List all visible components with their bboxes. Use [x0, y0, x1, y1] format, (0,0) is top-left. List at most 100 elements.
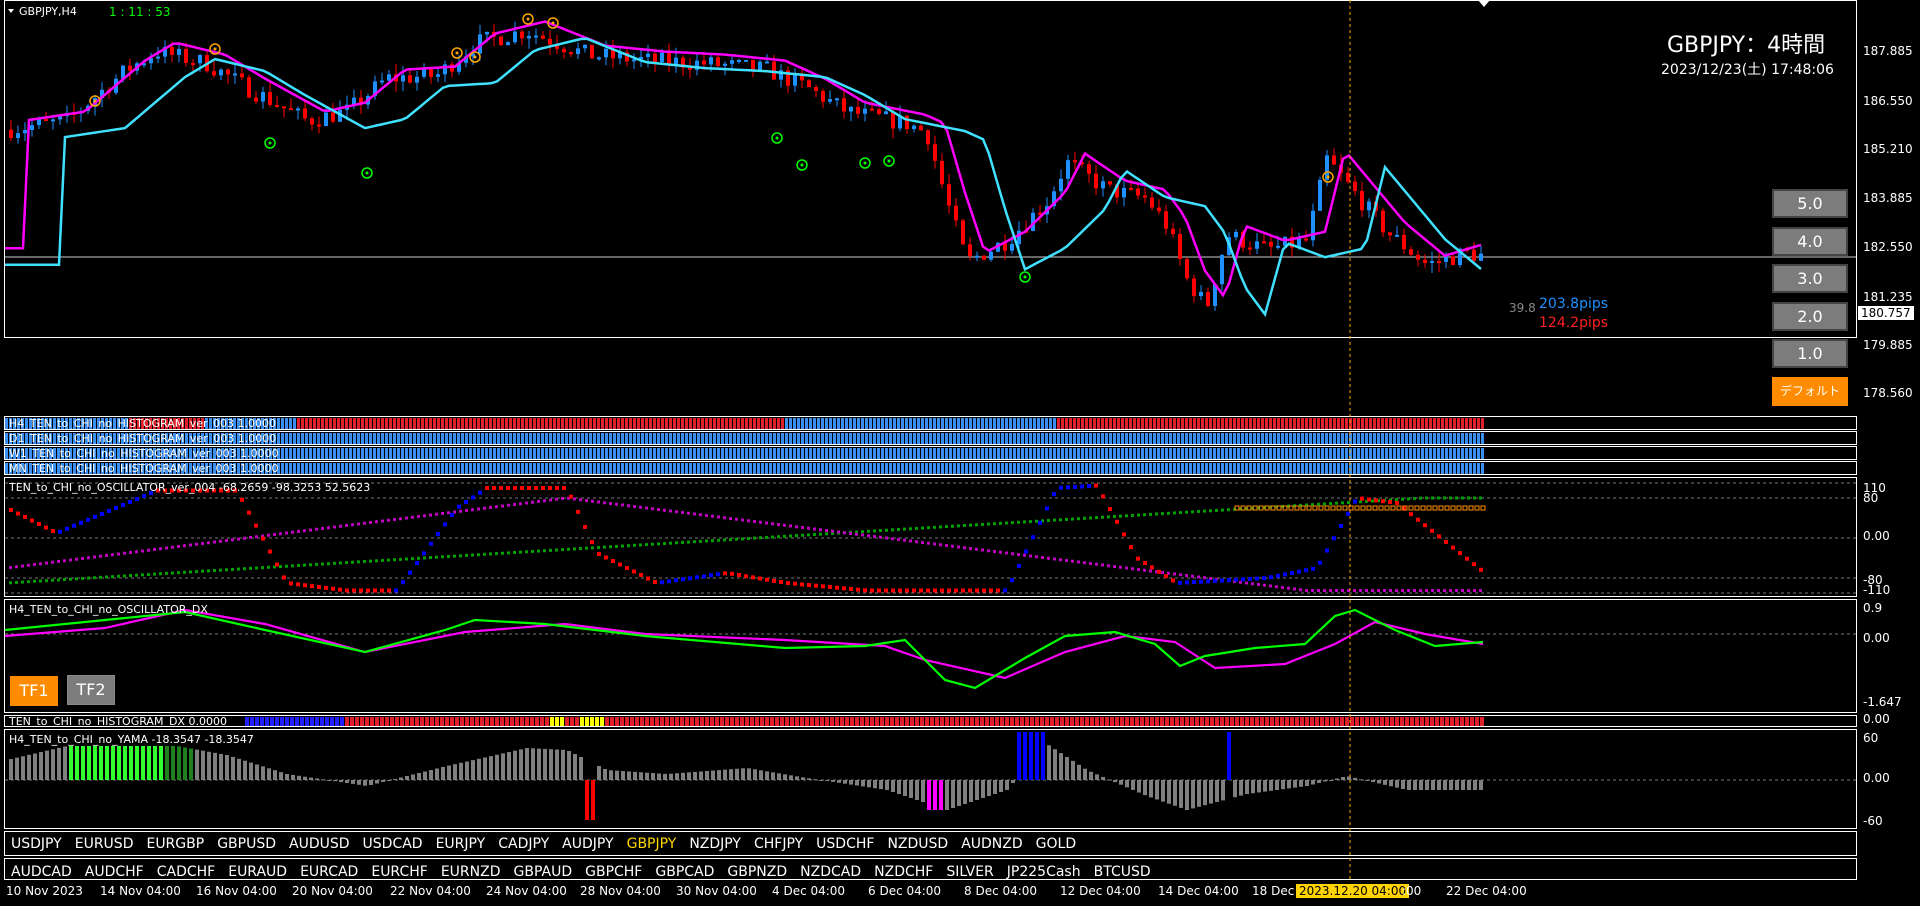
price-tick: 187.885 — [1863, 44, 1913, 58]
symbol-label: GBPJPY,H4 — [19, 5, 77, 18]
date-tick: 28 Nov 04:00 — [580, 884, 661, 898]
cursor-date-tag: 2023.12.20 04:00 — [1296, 884, 1410, 898]
yama-pane[interactable]: H4_TEN_to_CHI_no_YAMA -18.3547 -18.3547 — [4, 729, 1857, 829]
histogram-h4 — [5, 418, 1484, 429]
zoom-5-button[interactable]: 5.0 — [1772, 189, 1848, 218]
price-axis[interactable]: 187.885 186.550 185.210 183.885 182.550 … — [1857, 0, 1920, 338]
symbol-link[interactable]: EURGBP — [146, 836, 205, 852]
yama-tick: 60 — [1863, 731, 1879, 745]
symbol-bar-1[interactable]: USDJPY EURUSD EURGBP GBPUSD AUDUSD USDCAD EURJ… — [4, 831, 1857, 856]
oscillator-dx-pane[interactable]: H4_TEN_to_CHI_no_OSCILLATOR_DX — [4, 599, 1857, 713]
date-tick: 24 Nov 04:00 — [486, 884, 567, 898]
oscillator-dx-chart — [5, 608, 1856, 690]
symbol-link[interactable]: EURUSD — [74, 836, 134, 852]
histogram-h4-pane[interactable]: H4_TEN_to_CHI_no_HISTOGRAM_ver_003 1.000… — [4, 416, 1857, 430]
symbol-row-1[interactable]: USDJPY EURUSD EURGBP GBPUSD AUDUSD USDCAD EURJ… — [11, 836, 1089, 852]
symbol-link[interactable]: GBPUSD — [217, 836, 276, 852]
symbol-link[interactable]: EURAUD — [228, 864, 288, 880]
candlestick-chart[interactable] — [5, 1, 1857, 338]
symbol-link[interactable]: USDCAD — [362, 836, 423, 852]
date-tick: 14 Nov 04:00 — [100, 884, 181, 898]
date-tick: 22 Nov 04:00 — [390, 884, 471, 898]
osc-tick: 80 — [1863, 491, 1879, 505]
zoom-1-button[interactable]: 1.0 — [1772, 339, 1848, 368]
symbol-link[interactable]: NZDCAD — [800, 864, 862, 880]
symbol-row-2[interactable]: AUDCAD AUDCHF CADCHF EURAUD EURCAD EURCHF EURN… — [11, 864, 1164, 880]
symbol-link[interactable]: GBPJPY — [626, 836, 677, 852]
zoom-3-button[interactable]: 3.0 — [1772, 264, 1848, 293]
symbol-bar-2[interactable]: AUDCAD AUDCHF CADCHF EURAUD EURCAD EURCHF EURN… — [4, 858, 1857, 880]
tf2-button[interactable]: TF2 — [67, 675, 115, 705]
hdx-tick: 0.00 — [1863, 712, 1890, 726]
yama-chart — [5, 732, 1856, 820]
osc-tick: -110 — [1863, 583, 1891, 597]
symbol-link[interactable]: NZDCHF — [874, 864, 934, 880]
oscillator-chart — [5, 482, 1856, 594]
dx-tick: -1.647 — [1863, 695, 1902, 709]
oscillator-axis: 110 80 0.00 -80 -110 — [1857, 477, 1920, 597]
countdown-timer: 1 : 11 : 53 — [109, 5, 171, 19]
date-tick: 30 Nov 04:00 — [676, 884, 757, 898]
histogram-label: MN_TEN_to_CHI_no_HISTOGRAM_ver_003 1.000… — [9, 462, 279, 475]
osc-tick: 110 — [1863, 481, 1886, 495]
symbol-link[interactable]: SILVER — [946, 864, 994, 880]
histogram-dx-pane[interactable]: TEN_to_CHI_no_HISTOGRAM_DX 0.0000 — [4, 715, 1857, 727]
symbol-link[interactable]: AUDUSD — [289, 836, 350, 852]
dx-tick: 0.00 — [1863, 631, 1890, 645]
symbol-link[interactable]: AUDNZD — [961, 836, 1023, 852]
chart-title: GBPJPY：4時間 — [1667, 33, 1826, 58]
symbol-link[interactable]: GBPNZD — [727, 864, 788, 880]
osc-tick: 0.00 — [1863, 529, 1890, 543]
symbol-link[interactable]: GBPCAD — [655, 864, 715, 880]
date-tick: 22 Dec 04:00 — [1446, 884, 1527, 898]
date-tick: 10 Nov 2023 — [6, 884, 83, 898]
symbol-link[interactable]: USDJPY — [11, 836, 62, 852]
price-tick: 185.210 — [1863, 142, 1913, 156]
symbol-link[interactable]: CHFJPY — [753, 836, 804, 852]
dx-axis: 0.9 0.00 -1.647 — [1857, 599, 1920, 713]
histogram-d1-pane[interactable]: D1_TEN_to_CHI_no_HISTOGRAM_ver_003 1.000… — [4, 431, 1857, 445]
symbol-link[interactable]: AUDCAD — [11, 864, 72, 880]
symbol-link[interactable]: USDCHF — [816, 836, 875, 852]
date-tick: 12 Dec 04:00 — [1060, 884, 1141, 898]
symbol-link[interactable]: NZDJPY — [689, 836, 741, 852]
symbol-link[interactable]: CADCHF — [156, 864, 216, 880]
yama-tick: 0.00 — [1863, 771, 1890, 785]
dx-tick: 0.9 — [1863, 601, 1883, 615]
symbol-link[interactable]: JP225Cash — [1006, 864, 1081, 880]
chart-datetime: 2023/12/23(土) 17:48:06 — [1661, 62, 1834, 78]
symbol-link[interactable]: GBPAUD — [513, 864, 573, 880]
histogram-w1-pane[interactable]: W1_TEN_to_CHI_no_HISTOGRAM_ver_003 1.000… — [4, 446, 1857, 460]
histogram-d1 — [5, 433, 1484, 444]
symbol-link[interactable]: BTCUSD — [1093, 864, 1151, 880]
symbol-link[interactable]: AUDCHF — [84, 864, 144, 880]
zoom-2-button[interactable]: 2.0 — [1772, 302, 1848, 331]
oscillator-label: TEN_to_CHI_no_OSCILLATOR_ver_004 -68.265… — [9, 481, 371, 494]
symbol-link[interactable]: GOLD — [1035, 836, 1077, 852]
price-tick: 182.550 — [1863, 240, 1913, 254]
histogram-w1 — [5, 448, 1484, 459]
price-tick: 181.235 — [1863, 290, 1913, 304]
symbol-link[interactable]: EURCAD — [300, 864, 359, 880]
pips-up: 203.8pips — [1539, 296, 1609, 312]
symbol-link[interactable]: EURNZD — [440, 864, 501, 880]
date-tick: 16 Nov 04:00 — [196, 884, 277, 898]
main-chart-pane[interactable]: GBPJPY,H4 1 : 11 : 53 GBPJPY：4時間 2023/12… — [4, 0, 1857, 338]
histogram-mn-pane[interactable]: MN_TEN_to_CHI_no_HISTOGRAM_ver_003 1.000… — [4, 461, 1857, 475]
symbol-link[interactable]: EURJPY — [435, 836, 486, 852]
oscillator-pane[interactable]: TEN_to_CHI_no_OSCILLATOR_ver_004 -68.265… — [4, 477, 1857, 597]
default-button[interactable]: デフォルト — [1772, 377, 1848, 406]
symbol-link[interactable]: GBPCHF — [585, 864, 643, 880]
symbol-link[interactable]: CADJPY — [498, 836, 550, 852]
symbol-link[interactable]: EURCHF — [371, 864, 428, 880]
histogram-label: W1_TEN_to_CHI_no_HISTOGRAM_ver_003 1.000… — [9, 447, 279, 460]
tf1-button[interactable]: TF1 — [10, 676, 58, 706]
zoom-4-button[interactable]: 4.0 — [1772, 227, 1848, 256]
yama-axis: 60 0.00 -60 — [1857, 729, 1920, 829]
price-tick: 178.560 — [1863, 386, 1913, 400]
symbol-link[interactable]: AUDJPY — [562, 836, 614, 852]
price-axis-lower: 179.885 178.560 — [1857, 0, 1920, 400]
oscillator-dx-label: H4_TEN_to_CHI_no_OSCILLATOR_DX — [9, 603, 208, 616]
symbol-link[interactable]: NZDUSD — [887, 836, 949, 852]
osc-tick: -80 — [1863, 573, 1883, 587]
